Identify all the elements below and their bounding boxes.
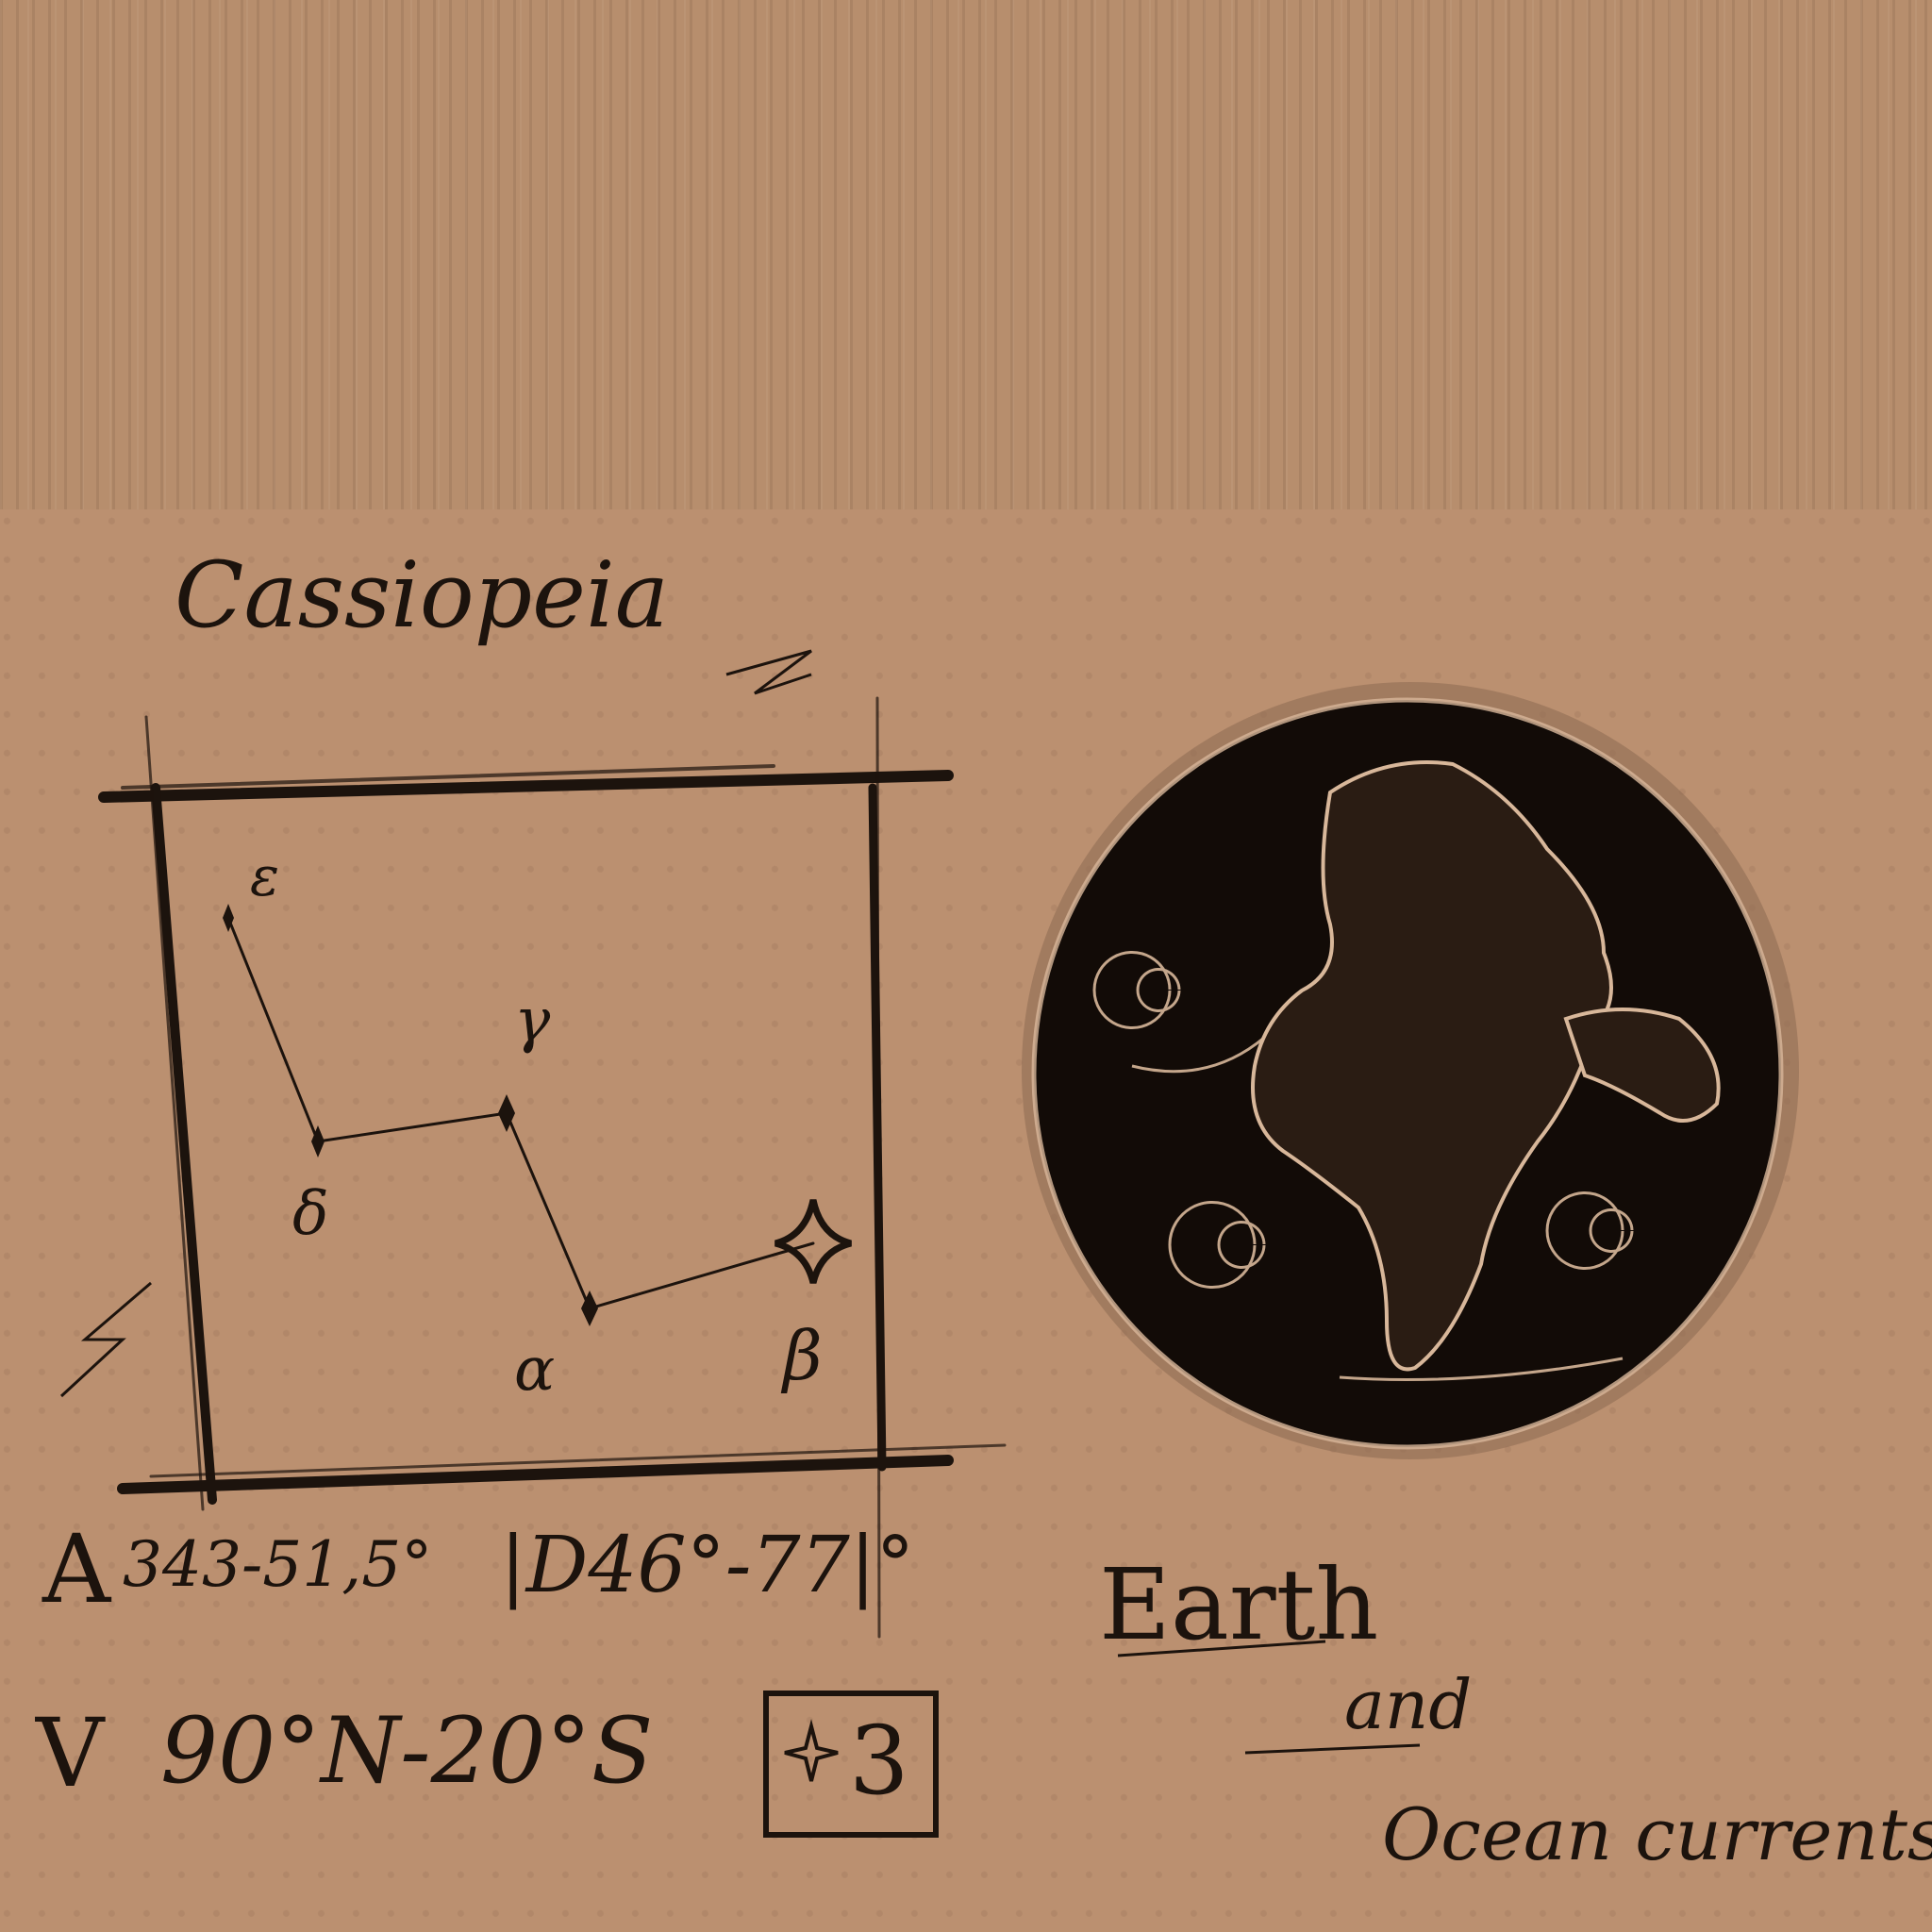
- label-delta: δ: [292, 1179, 329, 1249]
- label-alpha: α: [514, 1335, 556, 1405]
- label-beta: β: [783, 1316, 823, 1395]
- constellation-lines: [226, 916, 815, 1310]
- chart-frame: [98, 696, 1007, 1639]
- star-alpha: [581, 1291, 598, 1326]
- star-gamma: [498, 1094, 515, 1132]
- current-swirls: [1092, 951, 1634, 1381]
- magnitude-box: [763, 1690, 939, 1838]
- constellation-stars: [223, 904, 852, 1326]
- ra-range: 343-51,5°: [123, 1528, 433, 1601]
- star-delta: [311, 1125, 325, 1158]
- magnitude-value: 3: [849, 1706, 909, 1816]
- continent-asia: [1563, 1008, 1721, 1123]
- label-epsilon: ε: [250, 844, 280, 908]
- visibility-letter: V: [36, 1698, 105, 1808]
- earth-globe: [1022, 682, 1799, 1459]
- label-gamma: γ: [514, 986, 551, 1056]
- earth-caption-subtitle: Ocean currents: [1382, 1792, 1932, 1876]
- constellation-title: Cassiopeia: [175, 542, 669, 648]
- striped-band: [0, 0, 1932, 509]
- earth-caption-and: and: [1344, 1665, 1473, 1744]
- caption-underlines: [1117, 1640, 1421, 1755]
- ra-letter: A: [42, 1514, 111, 1624]
- star-beta: [774, 1199, 852, 1284]
- visibility-range: 90°N-20°S: [160, 1698, 654, 1804]
- dec-label: |D46°-77|°: [500, 1521, 915, 1610]
- continent-europe-africa: [1251, 760, 1613, 1372]
- star-epsilon: [223, 904, 234, 932]
- magnitude-star-icon: [784, 1719, 839, 1782]
- scribble-marks: [59, 649, 812, 1398]
- earth-caption-title: Earth: [1099, 1547, 1379, 1662]
